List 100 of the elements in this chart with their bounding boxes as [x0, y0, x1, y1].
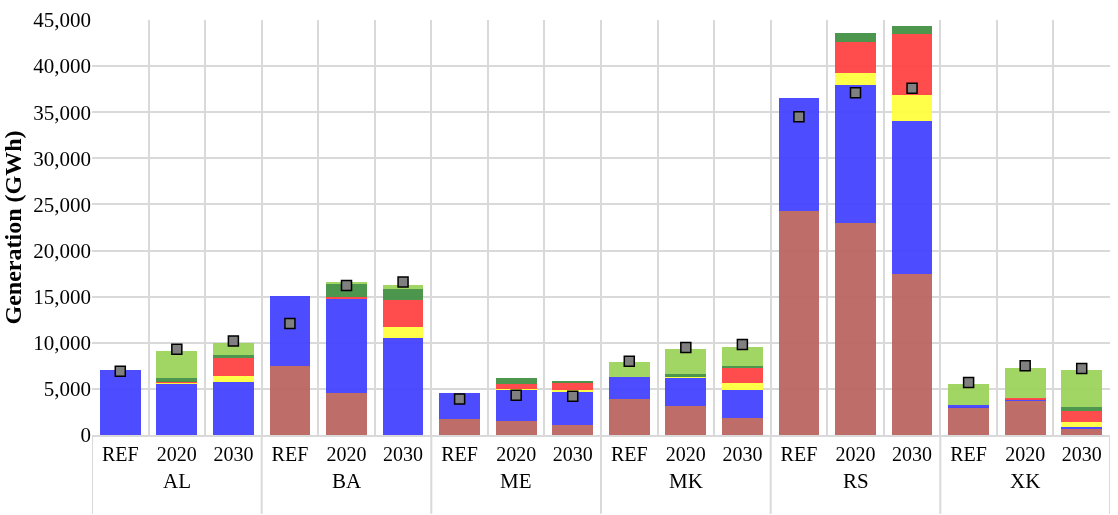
bar	[778, 98, 820, 211]
bar	[269, 365, 311, 435]
y-tick-label: 15,000	[33, 285, 91, 310]
point	[623, 355, 636, 367]
y-tick-label: 35,000	[33, 100, 91, 125]
bar	[552, 391, 594, 425]
bar	[722, 367, 763, 384]
x-tick-label: 2020	[835, 443, 876, 465]
bar	[722, 365, 763, 368]
point	[736, 338, 749, 351]
bar	[948, 407, 989, 435]
bar	[552, 382, 594, 390]
bar	[722, 347, 763, 366]
y-tick-label: 45,000	[33, 8, 91, 33]
bar	[495, 421, 537, 435]
point	[849, 87, 862, 99]
point	[680, 341, 692, 354]
x-tick-label: 2030	[552, 443, 593, 465]
x-tick-label: REF	[950, 443, 987, 465]
bar	[213, 382, 254, 435]
x-tick-label: REF	[441, 443, 478, 465]
bar	[382, 327, 424, 339]
point	[793, 111, 805, 123]
x-tick-label: 2020	[496, 443, 537, 465]
y-tick-label: 25,000	[33, 192, 91, 217]
y-tick-label: 30,000	[33, 146, 91, 171]
bar	[665, 406, 707, 435]
point	[1019, 360, 1031, 372]
point	[227, 335, 240, 347]
bar	[891, 94, 933, 121]
text: BA	[332, 469, 363, 493]
bar	[608, 399, 650, 435]
point	[171, 343, 183, 355]
y-tick-label: 20,000	[33, 238, 91, 263]
bar	[665, 349, 707, 375]
point	[397, 276, 409, 288]
bar	[835, 85, 876, 223]
bar	[326, 392, 367, 435]
bar	[722, 389, 763, 419]
x-tick-label: 2030	[722, 443, 763, 465]
point	[510, 389, 522, 402]
bar	[382, 289, 424, 301]
point	[114, 365, 127, 378]
y-axis-title: Generation (GWh)	[0, 130, 26, 325]
bar	[156, 351, 198, 378]
bar	[722, 418, 763, 435]
x-tick-label: 2020	[665, 443, 706, 465]
y-tick-label: 0	[80, 423, 91, 448]
point	[1075, 362, 1088, 375]
x-tick-label: REF	[271, 443, 309, 465]
bar	[1061, 407, 1103, 412]
x-tick-label: 2020	[156, 443, 197, 465]
x-tick-label: 2030	[383, 443, 424, 465]
text: RS	[843, 469, 869, 493]
x-tick-label: 2030	[1061, 443, 1102, 465]
bar	[213, 342, 254, 355]
bar	[835, 32, 876, 43]
point	[340, 279, 353, 292]
bar	[1004, 367, 1046, 399]
bar	[382, 300, 424, 328]
bar	[835, 42, 876, 73]
bar	[439, 419, 480, 435]
bar	[156, 377, 198, 382]
point	[566, 390, 579, 403]
bar	[891, 273, 933, 435]
bar	[269, 295, 311, 366]
bar	[382, 338, 424, 435]
bar	[495, 384, 537, 389]
x-tick-label: REF	[610, 443, 648, 465]
text: XK	[1010, 469, 1041, 493]
text: AL	[163, 469, 191, 493]
text: MK	[669, 469, 703, 493]
bar	[1004, 400, 1046, 435]
bar	[891, 26, 933, 34]
bar	[326, 298, 367, 393]
x-tick-label: REF	[780, 443, 818, 465]
bar	[722, 383, 763, 390]
bar	[608, 362, 650, 377]
point	[962, 376, 975, 389]
bar	[99, 370, 141, 435]
y-tick-label: 10,000	[33, 331, 91, 356]
bar	[948, 384, 989, 406]
x-tick-label: 2030	[892, 443, 933, 465]
bar	[948, 405, 989, 408]
bar	[608, 376, 650, 400]
x-tick-label: 2020	[326, 443, 367, 465]
x-tick-label: 2020	[1005, 443, 1046, 465]
x-tick-label: 2030	[213, 443, 254, 465]
bar	[1061, 422, 1103, 427]
bar	[1061, 411, 1103, 423]
x-tick-label: REF	[101, 443, 139, 465]
y-tick-label: 5,000	[43, 377, 91, 402]
bar	[891, 120, 933, 274]
point	[284, 317, 296, 330]
bar	[1061, 369, 1103, 408]
bar	[835, 72, 876, 86]
text: ME	[500, 469, 532, 493]
bar	[495, 377, 537, 385]
bar	[156, 383, 198, 435]
bar	[213, 375, 254, 383]
